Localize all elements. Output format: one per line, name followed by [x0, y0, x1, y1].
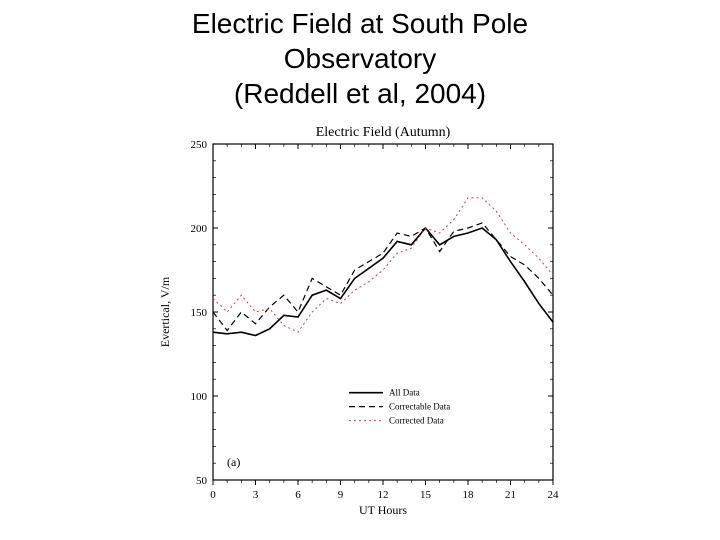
title-line-2: Observatory: [284, 43, 437, 74]
title-line-3: (Reddell et al, 2004): [234, 78, 486, 109]
series-line: [213, 228, 553, 336]
series-line: [213, 198, 553, 332]
panel-label: (a): [227, 455, 240, 469]
legend-label: All Data: [389, 388, 420, 398]
x-tick-label: 15: [420, 489, 432, 501]
chart-svg: Electric Field (Autumn) 0 3 6 9 12 15 18 21 24 50 1…: [155, 120, 565, 520]
x-tick-label: 0: [210, 489, 216, 501]
x-tick-label: 12: [378, 489, 389, 501]
y-tick-label: 100: [191, 391, 208, 403]
y-tick-label: 50: [196, 475, 208, 487]
chart-subtitle: Electric Field (Autumn): [316, 125, 451, 140]
legend-label: Correctable Data: [389, 402, 450, 412]
x-axis-label: UT Hours: [359, 503, 407, 517]
x-tick-label: 3: [253, 489, 259, 501]
slide-title: Electric Field at South Pole Observatory…: [0, 0, 720, 111]
x-tick-label: 9: [338, 489, 344, 501]
slide: Electric Field at South Pole Observatory…: [0, 0, 720, 540]
electric-field-chart: Electric Field (Autumn) 0 3 6 9 12 15 18 21 24 50 1…: [155, 120, 565, 520]
plot-frame: [213, 144, 553, 480]
series-line: [213, 223, 553, 331]
y-axis-label: Evertical, V/m: [158, 276, 172, 347]
x-tick-label: 21: [505, 489, 516, 501]
legend-label: Corrected Data: [389, 416, 444, 426]
x-tick-label: 18: [463, 489, 475, 501]
x-tick-label: 24: [548, 489, 560, 501]
y-tick-label: 150: [191, 307, 208, 319]
title-line-1: Electric Field at South Pole: [192, 8, 528, 39]
x-tick-label: 6: [295, 489, 301, 501]
y-tick-label: 200: [191, 223, 208, 235]
y-tick-label: 250: [191, 139, 208, 151]
